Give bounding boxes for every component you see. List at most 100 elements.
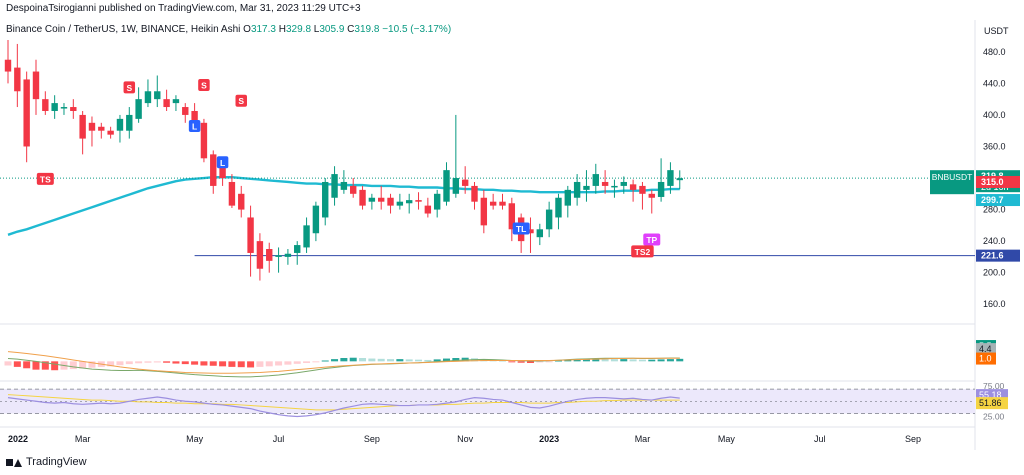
macd-histogram-bar (275, 361, 283, 366)
rsi-band (0, 389, 975, 414)
candle-body (611, 185, 618, 188)
time-tick-label: Mar (635, 434, 651, 444)
macd-histogram-bar (331, 359, 339, 362)
candle-body (368, 197, 376, 202)
candle-body (620, 181, 627, 186)
price-tick-label: 240.0 (983, 236, 1006, 246)
symbol-price-tag (930, 170, 974, 195)
price-tick-label: 480.0 (983, 47, 1006, 57)
macd-histogram-bar (41, 361, 49, 370)
price-tick-label: 360.0 (983, 141, 1006, 151)
candle-body (657, 181, 665, 197)
candle-body (387, 197, 394, 206)
macd-histogram-bar (638, 359, 646, 362)
axis-price-tag (976, 249, 1020, 262)
candle-body (415, 200, 422, 202)
macd-histogram-bar (23, 361, 31, 369)
candle-body (461, 179, 469, 186)
macd-histogram-bar (526, 361, 534, 363)
signal-marker (643, 233, 661, 246)
signal-marker (198, 78, 210, 91)
rsi-ma-line (7, 394, 680, 411)
macd-histogram-bar (265, 361, 273, 367)
candle-body (135, 99, 142, 119)
macd-histogram-bar (209, 361, 217, 366)
macd-histogram-bar (648, 359, 656, 362)
macd-histogram-bar (135, 361, 143, 364)
macd-histogram-bar (219, 361, 227, 367)
signal-marker (188, 119, 201, 132)
candle-body (405, 200, 413, 204)
candle-body (172, 99, 180, 104)
candle-body (639, 185, 646, 194)
candle-body (601, 181, 609, 186)
rsi-axis-tag-label: 55.18 (979, 390, 1002, 400)
candle-body (228, 181, 236, 206)
signal-marker-label: TL (516, 224, 526, 234)
candle-body (60, 107, 68, 109)
price-tick-label: 400.0 (983, 110, 1006, 120)
time-tick-label: 2023 (539, 434, 559, 444)
macd-histogram-bar (153, 361, 161, 363)
macd-histogram-bar (666, 359, 674, 362)
signal-marker-label: TS (40, 174, 51, 184)
candle-body (144, 91, 152, 104)
symbol-text: Binance Coin / TetherUS, 1W, BINANCE, He… (6, 24, 241, 35)
candle-body (676, 178, 683, 181)
signal-marker-label: S (238, 96, 244, 106)
candle-body (200, 122, 208, 159)
candle-body (573, 181, 581, 198)
candle-body (275, 255, 282, 257)
macd-histogram-bar (564, 359, 572, 362)
tradingview-logo-icon (6, 457, 22, 468)
time-tick-label: Sep (364, 434, 380, 444)
candle-body (238, 193, 245, 210)
candle-body (4, 59, 12, 72)
candle-body (499, 201, 506, 206)
candle-body (452, 178, 460, 194)
symbol-price-tag-label: BNBUSDT (932, 172, 973, 182)
macd-histogram-bar (405, 359, 413, 362)
axis-price-tag (976, 175, 1020, 188)
macd-histogram-bar (191, 361, 199, 365)
macd-histogram-bar (88, 361, 96, 368)
axis-price-tag (976, 170, 1020, 182)
candle-body (51, 103, 58, 111)
tradingview-footer: TradingView (6, 456, 87, 468)
macd-histogram-bar (387, 359, 395, 362)
axis-price-tag-label: 315.0 (981, 177, 1004, 187)
macd-histogram-bar (247, 361, 255, 368)
candle-body (378, 197, 385, 202)
macd-histogram-bar (256, 361, 264, 367)
signal-marker-label: TP (646, 235, 657, 245)
candle-body (555, 197, 562, 218)
time-tick-label: May (718, 434, 736, 444)
candle-body (667, 170, 674, 186)
macd-histogram-bar (116, 361, 124, 366)
macd-histogram-bar (144, 361, 152, 363)
time-tick-label: Nov (457, 434, 474, 444)
macd-histogram-bar (312, 361, 320, 363)
macd-histogram-bar (368, 358, 376, 362)
macd-histogram-bar (359, 358, 367, 362)
macd-axis-tag-label: 4.4 (979, 344, 992, 354)
macd-histogram-bar (508, 361, 516, 363)
candle-body (191, 110, 198, 123)
candle-body (23, 79, 30, 147)
candle-body (219, 166, 226, 179)
signal-marker (512, 222, 530, 235)
macd-histogram-bar (610, 359, 618, 362)
signal-marker (235, 94, 247, 107)
macd-histogram-bar (601, 358, 609, 362)
price-tick-label: 440.0 (983, 78, 1006, 88)
candle-body (294, 245, 301, 253)
axis-price-tag-label: 221.6 (981, 251, 1004, 261)
candle-body (359, 189, 366, 206)
candle-body (396, 201, 404, 206)
candle-body (340, 181, 348, 190)
candle-body (350, 185, 357, 194)
macd-histogram-bar (51, 361, 59, 371)
macd-histogram-bar (657, 359, 665, 362)
signal-marker (36, 172, 54, 185)
